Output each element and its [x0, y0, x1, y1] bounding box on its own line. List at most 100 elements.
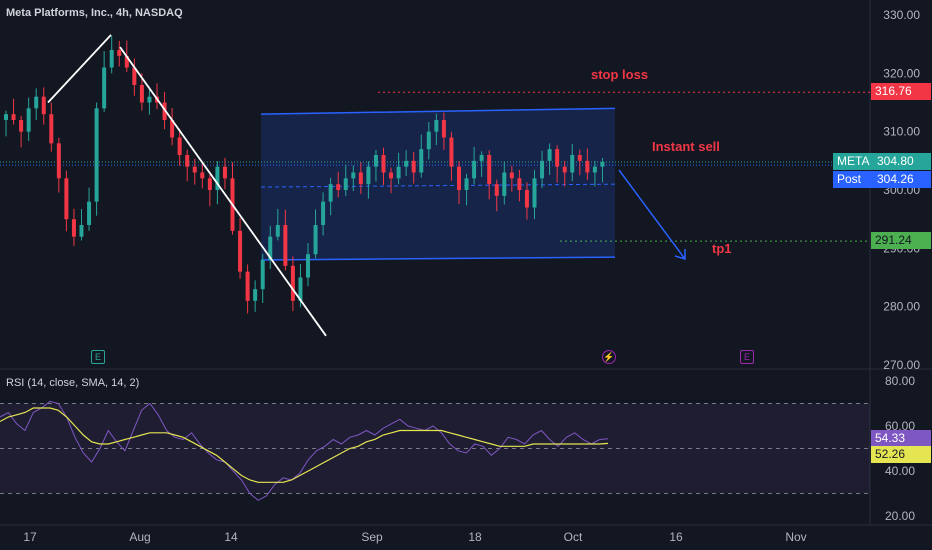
- time-axis-label: Oct: [564, 530, 583, 544]
- candle: [600, 162, 605, 167]
- candle: [185, 155, 190, 167]
- candle: [49, 114, 54, 144]
- candle: [87, 201, 92, 225]
- candle: [290, 265, 295, 301]
- price-axis-tick: 330.00: [883, 8, 920, 22]
- trend-line-down[interactable]: [119, 46, 327, 337]
- candle: [592, 166, 597, 173]
- candle: [570, 155, 575, 173]
- price-axis-tick: 320.00: [883, 66, 920, 80]
- candle: [298, 277, 303, 301]
- candle: [170, 120, 175, 138]
- candle: [577, 155, 582, 161]
- trend-line-up[interactable]: [47, 34, 112, 104]
- candle: [253, 289, 258, 301]
- candle: [373, 155, 378, 167]
- candle: [472, 160, 477, 179]
- tp1-price-badge: 291.24: [871, 232, 931, 249]
- candle: [585, 160, 590, 173]
- post-market-label-badge: Post: [833, 171, 873, 188]
- candle: [238, 230, 243, 272]
- rsi-line: [0, 400, 609, 501]
- candle: [464, 178, 469, 190]
- dividend-event-icon[interactable]: ⚡: [602, 350, 616, 364]
- candle: [177, 137, 182, 155]
- candle: [457, 166, 461, 190]
- time-axis-label: Nov: [785, 530, 806, 544]
- channel-lower-line[interactable]: [260, 256, 616, 261]
- candle: [479, 155, 484, 161]
- channel-upper-line[interactable]: [260, 107, 616, 115]
- candle: [260, 260, 265, 290]
- candle: [102, 67, 107, 109]
- rsi-axis-tick: 20.00: [885, 509, 915, 523]
- rsi-axis-tick: 60.00: [885, 419, 915, 433]
- candle: [222, 166, 227, 179]
- projection-arrow[interactable]: [618, 169, 686, 260]
- candle: [192, 166, 197, 173]
- candle: [517, 178, 522, 190]
- candle: [4, 114, 8, 120]
- time-axis-label: Sep: [361, 530, 383, 544]
- candle: [336, 184, 341, 190]
- channel-mid-line: [260, 183, 616, 188]
- earnings-event-icon[interactable]: E: [91, 350, 105, 364]
- earnings-upcoming-event-icon[interactable]: E: [740, 350, 754, 364]
- candle: [147, 96, 152, 103]
- candle: [41, 96, 46, 115]
- candle: [555, 149, 560, 167]
- candle: [268, 236, 273, 260]
- candle: [215, 166, 220, 190]
- meta-symbol-badge: META: [833, 153, 873, 170]
- tp1-annotation: tp1: [712, 241, 732, 256]
- candle: [328, 184, 333, 202]
- candle: [351, 172, 356, 179]
- candle: [494, 184, 499, 196]
- candle: [56, 143, 61, 179]
- rsi-indicator-title[interactable]: RSI (14, close, SMA, 14, 2): [6, 377, 140, 389]
- rsi-value-badge: 54.33: [871, 430, 931, 447]
- rsi-sma-value-badge: 52.26: [871, 446, 931, 463]
- candle: [562, 166, 567, 173]
- candle: [283, 225, 288, 266]
- candle: [487, 155, 492, 185]
- candle: [540, 160, 545, 179]
- time-axis-label: 18: [468, 530, 482, 544]
- post-market-price-badge: 304.26: [873, 171, 931, 188]
- candle: [71, 219, 76, 237]
- candle: [366, 166, 371, 185]
- candle: [34, 96, 39, 109]
- candle: [419, 149, 424, 173]
- instant-sell-annotation: Instant sell: [652, 139, 720, 154]
- projection-arrow-head: [674, 249, 686, 261]
- time-axis-label: 17: [23, 530, 37, 544]
- candle: [321, 201, 326, 225]
- candle: [389, 172, 394, 179]
- candle: [94, 108, 99, 202]
- candle: [275, 225, 280, 237]
- candle: [313, 225, 318, 255]
- candle: [358, 172, 363, 185]
- stop-loss-price-badge: 316.76: [871, 83, 931, 100]
- price-axis-tick: 270.00: [883, 358, 920, 372]
- candle: [411, 160, 416, 173]
- candle: [11, 114, 16, 120]
- candle: [449, 137, 454, 167]
- candle: [132, 67, 137, 85]
- candle: [343, 178, 348, 190]
- candle: [79, 225, 84, 237]
- candle: [19, 120, 24, 132]
- rsi-axis-tick: 80.00: [885, 374, 915, 388]
- candle: [502, 172, 507, 196]
- candle: [396, 166, 401, 179]
- candle: [109, 50, 114, 68]
- time-axis-label: 16: [669, 530, 683, 544]
- stop-loss-annotation: stop loss: [591, 67, 649, 82]
- candle: [139, 85, 144, 103]
- candle: [245, 271, 250, 301]
- candle: [162, 102, 167, 120]
- candle: [207, 178, 212, 190]
- candle: [64, 178, 69, 220]
- candle: [381, 155, 386, 173]
